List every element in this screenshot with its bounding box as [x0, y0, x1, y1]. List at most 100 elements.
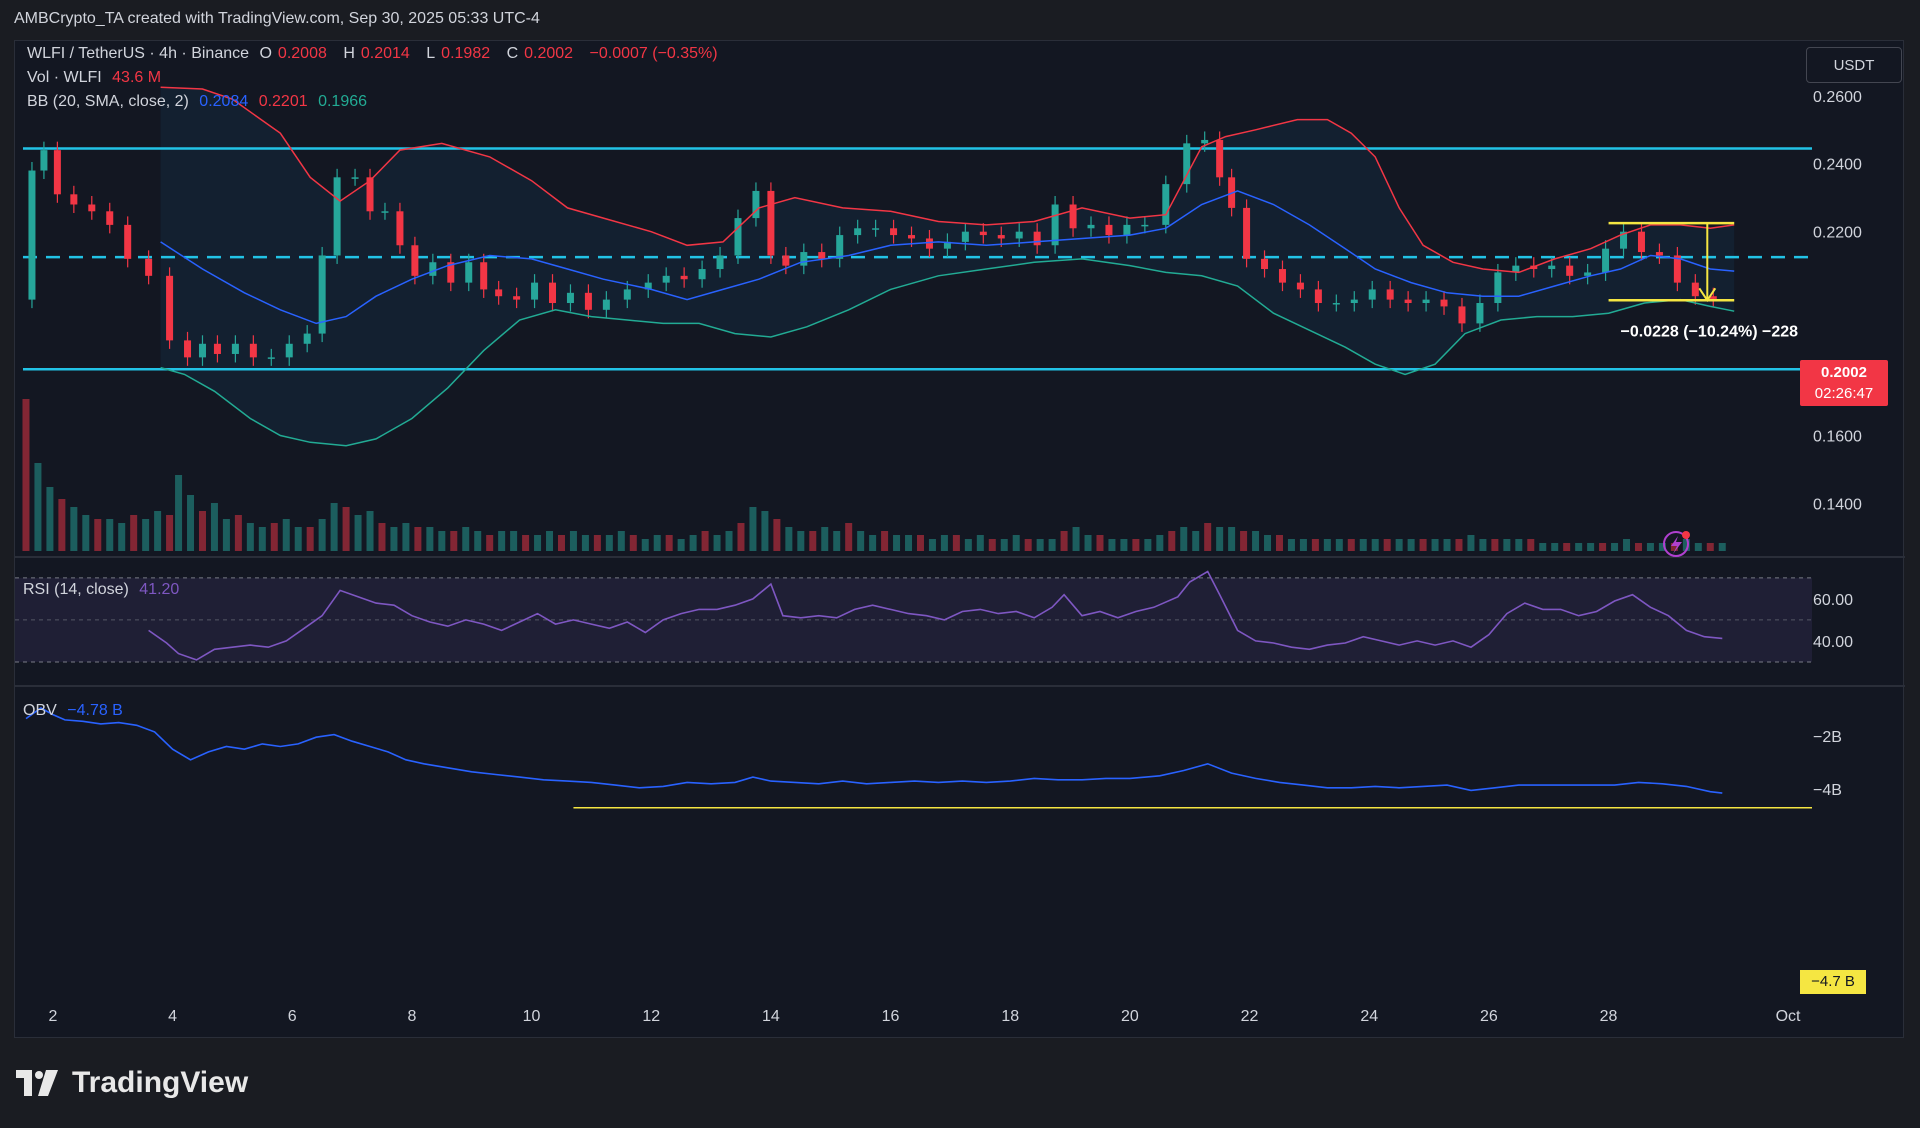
volume-bar	[402, 523, 410, 551]
bb-band-fill	[160, 87, 1735, 446]
volume-bar	[1491, 539, 1499, 551]
candle-body	[623, 289, 631, 300]
volume-bar	[1395, 539, 1403, 551]
candle-body	[447, 262, 455, 283]
price-tick-label: 0.2400	[1813, 157, 1862, 174]
rsi-line	[148, 570, 1723, 661]
high-key: H	[343, 45, 355, 62]
volume-bar	[414, 527, 422, 551]
date-tick-label: 20	[1121, 1008, 1139, 1025]
date-tick-label: Oct	[1776, 1008, 1801, 1025]
obv-label: OBV	[23, 702, 57, 719]
volume-bar	[234, 515, 242, 551]
candle-body	[1332, 303, 1340, 305]
candle-body	[1033, 231, 1041, 246]
volume-bar	[1299, 539, 1307, 551]
volume-bar	[1144, 539, 1152, 551]
candle-body	[1691, 282, 1699, 297]
date-tick-label: 16	[882, 1008, 900, 1025]
date-tick-label: 4	[168, 1008, 177, 1025]
volume-bar	[1024, 539, 1032, 551]
low-value: 0.1982	[441, 45, 491, 62]
volume-bar	[1120, 539, 1128, 551]
candle-body	[198, 343, 206, 358]
volume-bar	[1407, 539, 1415, 551]
volume-bar	[106, 519, 114, 551]
candle-body	[549, 282, 557, 304]
currency-button[interactable]: USDT	[1806, 47, 1902, 83]
tradingview-logo[interactable]: TradingView	[16, 1066, 248, 1100]
bb-upper-line	[160, 86, 1735, 274]
volume-bar	[142, 519, 150, 551]
volume-bar	[869, 535, 877, 551]
volume-bar	[665, 535, 673, 551]
candle-body	[698, 269, 706, 280]
volume-bar	[581, 535, 589, 551]
date-tick-label: 24	[1360, 1008, 1378, 1025]
open-key: O	[259, 45, 272, 62]
candle-body	[1201, 139, 1209, 144]
candle-body	[106, 211, 114, 225]
obv-legend[interactable]: OBV −4.78 B	[23, 702, 129, 720]
volume-bar	[1515, 539, 1523, 551]
candle-body	[818, 252, 826, 259]
volume-bar	[629, 535, 637, 551]
volume-bar	[1706, 543, 1714, 551]
volume-bar	[462, 527, 470, 551]
bb-label: BB (20, SMA, close, 2)	[27, 93, 189, 110]
volume-bar	[1527, 539, 1535, 551]
last-price-value: 0.2002	[1821, 364, 1867, 381]
volume-bar	[318, 519, 326, 551]
alert-lightning-icon	[1663, 531, 1690, 557]
candle-body	[1162, 184, 1170, 225]
volume-bar	[175, 475, 183, 551]
candle-body	[1709, 296, 1717, 299]
volume-bar	[785, 527, 793, 551]
date-tick-label: 6	[288, 1008, 297, 1025]
volume-bar	[737, 523, 745, 551]
candle-body	[1243, 207, 1251, 259]
candle-body	[1566, 265, 1574, 276]
volume-bar	[809, 531, 817, 551]
volume-bar	[1383, 539, 1391, 551]
volume-legend[interactable]: Vol · WLFI 43.6 M	[27, 69, 167, 87]
candle-body	[1602, 248, 1610, 273]
volume-bar	[1443, 539, 1451, 551]
candle-body	[366, 177, 374, 212]
candle-body	[1620, 231, 1628, 249]
close-key: C	[506, 45, 519, 62]
volume-bar	[857, 531, 865, 551]
candle-body	[716, 255, 724, 270]
volume-bar	[928, 539, 936, 551]
volume-bar	[1048, 539, 1056, 551]
rsi-tick-label: 40.00	[1813, 634, 1853, 651]
candle-body	[396, 211, 404, 246]
alert-icon-bolt	[1671, 536, 1682, 554]
candle-body	[1584, 272, 1592, 276]
candle-body	[70, 194, 78, 205]
volume-bar	[282, 519, 290, 551]
symbol-label[interactable]: WLFI / TetherUS · 4h · Binance	[27, 45, 250, 62]
candle-body	[184, 340, 192, 358]
volume-bar	[58, 499, 66, 551]
measure-label: −0.0228 (−10.24%) −228	[1621, 323, 1799, 340]
volume-bar	[1060, 531, 1068, 551]
candle-body	[231, 343, 239, 354]
chart-canvas[interactable]: −0.0228 (−10.24%) −228 0.2600 0.2400 0.2200…	[15, 41, 1905, 1039]
bar-countdown: 02:26:47	[1814, 385, 1874, 402]
volume-bar	[557, 535, 565, 551]
bb-legend[interactable]: BB (20, SMA, close, 2) 0.2084 0.2201 0.1…	[27, 93, 373, 111]
volume-bar	[306, 527, 314, 551]
volume-bar	[198, 511, 206, 551]
volume-bar	[426, 527, 434, 551]
bb-lower-value: 0.1966	[318, 93, 368, 110]
candle-body	[925, 238, 933, 249]
candle-body	[381, 211, 389, 213]
obv-line	[25, 707, 1723, 794]
rsi-legend[interactable]: RSI (14, close) 41.20	[23, 581, 185, 599]
volume-bar	[976, 535, 984, 551]
candle-body	[495, 289, 503, 297]
volume-bar	[450, 531, 458, 551]
chart-frame[interactable]: −0.0228 (−10.24%) −228 0.2600 0.2400 0.2200…	[14, 40, 1905, 1039]
candle-body	[318, 255, 326, 334]
